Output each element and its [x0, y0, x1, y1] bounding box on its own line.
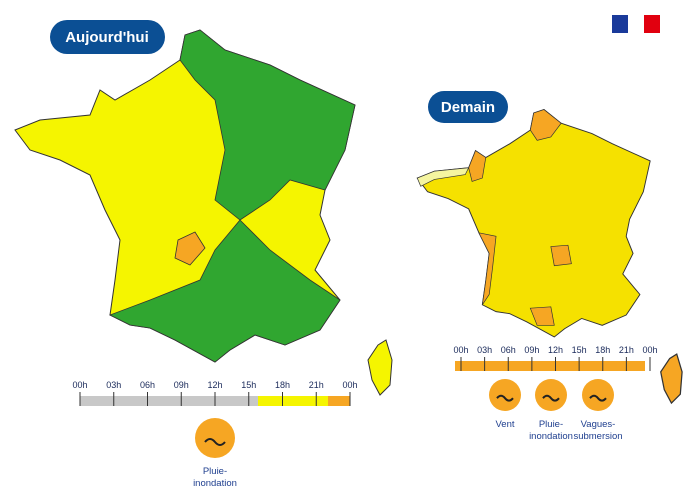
time-label: 00h — [72, 380, 87, 390]
time-label: 21h — [309, 380, 324, 390]
today-map — [14, 29, 393, 396]
hazard-label: Vagues- — [581, 419, 616, 430]
time-label: 21h — [619, 345, 634, 355]
time-label: 03h — [106, 380, 121, 390]
hazard-icon — [195, 418, 235, 458]
tomorrow-map — [416, 109, 683, 404]
hazard-label: submersion — [573, 431, 622, 442]
hazard-glyph — [589, 394, 607, 402]
hazard-glyph — [204, 438, 226, 446]
today-title: Aujourd'hui — [65, 29, 149, 46]
time-label: 18h — [595, 345, 610, 355]
time-label: 03h — [477, 345, 492, 355]
time-label: 00h — [342, 380, 357, 390]
hazard-icon — [489, 379, 521, 411]
time-label: 09h — [174, 380, 189, 390]
time-label: 15h — [572, 345, 587, 355]
time-label: 00h — [453, 345, 468, 355]
today-timeline-bar — [80, 396, 350, 406]
hazard-label: Pluie- — [539, 419, 563, 430]
hazard-label: inondation — [193, 478, 237, 489]
tomorrow-timeline-bar — [455, 361, 645, 371]
hazard-icon — [582, 379, 614, 411]
time-label: 15h — [241, 380, 256, 390]
hazard-label: Vent — [495, 419, 514, 430]
tomorrow-title: Demain — [441, 99, 495, 116]
time-label: 12h — [548, 345, 563, 355]
hazard-glyph — [542, 394, 560, 402]
today-pill: Aujourd'hui — [50, 20, 165, 54]
hazard-glyph — [496, 394, 514, 402]
hazard-label: Pluie- — [203, 466, 227, 477]
time-label: 18h — [275, 380, 290, 390]
time-label: 06h — [140, 380, 155, 390]
time-label: 09h — [524, 345, 539, 355]
hazard-icon — [535, 379, 567, 411]
flag — [612, 15, 660, 33]
time-label: 00h — [642, 345, 657, 355]
time-label: 12h — [207, 380, 222, 390]
time-label: 06h — [501, 345, 516, 355]
tomorrow-pill: Demain — [428, 91, 508, 123]
hazard-label: inondation — [529, 431, 573, 442]
